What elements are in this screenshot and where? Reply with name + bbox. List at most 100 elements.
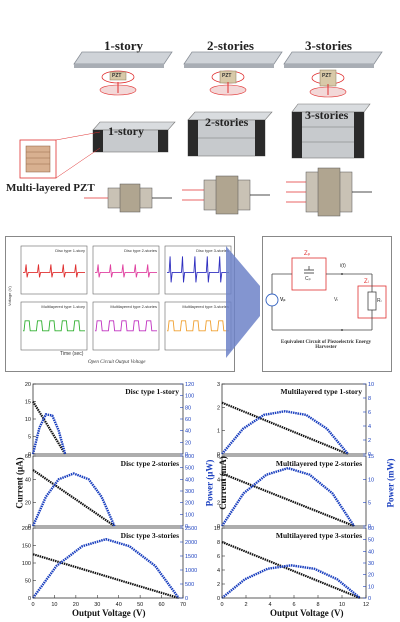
y-tick-label: 4 (217, 477, 220, 483)
chart-title: Disc type 3-stories (121, 531, 179, 540)
y-tick-label: 2 (217, 582, 220, 588)
y2-tick-label: 600 (185, 454, 194, 460)
y-tick-label: 8 (217, 540, 220, 546)
y2-tick-label: 500 (185, 466, 194, 472)
waveform-legend: Multilayered type 2-stories (110, 304, 157, 309)
circuit-zl: Zₗ (364, 279, 369, 285)
waveform-legend: Multilayered type 3-stories (182, 304, 229, 309)
y-tick-label: 0 (28, 524, 31, 530)
current-series (221, 540, 361, 600)
waveform-trace (23, 264, 85, 278)
y2-tick-label: 6 (368, 410, 371, 416)
waveform-trace (23, 320, 85, 332)
x-tick-label: 2 (244, 602, 247, 608)
y2-tick-label: 100 (185, 394, 194, 400)
y-tick-label: 40 (25, 477, 31, 483)
waveform-legend: Disc type 2-stories (124, 248, 157, 253)
y-tick-label: 5 (28, 435, 31, 441)
power-series (220, 466, 356, 527)
y-tick-label: 0 (217, 596, 220, 602)
y-tick-label: 0 (28, 596, 31, 602)
y2-tick-label: 1000 (185, 568, 197, 574)
y2-tick-label: 300 (185, 489, 194, 495)
x-tick-label: 6 (292, 602, 295, 608)
waveform-legend: Multilayered type 1-story (41, 304, 85, 309)
pzt-label-1: PZT (112, 73, 122, 79)
pzt-stack-3 (286, 167, 372, 217)
y-tick-label: 6 (217, 454, 220, 460)
y2-tick-label: 2000 (185, 540, 197, 546)
current-series (32, 469, 116, 527)
y2-tick-label: 400 (185, 477, 194, 483)
chart-panel (221, 527, 367, 599)
y2-tick-label: 20 (185, 440, 191, 446)
pzt-stack-2 (182, 175, 270, 215)
plate-1-story (73, 51, 173, 96)
y-tick-label: 200 (22, 526, 31, 532)
building-1-story (92, 121, 176, 153)
pzt-label-2: PZT (222, 73, 232, 79)
arrow-icon (226, 246, 260, 358)
waveform-grid: Disc type 1-story Disc type 2-stories Disc… (7, 245, 232, 351)
waveform-panel (20, 301, 88, 351)
power-series (221, 564, 361, 599)
y2-tick-label: 80 (185, 405, 191, 411)
x-tick-label: 60 (159, 602, 165, 608)
y2-tick-label: 0 (185, 452, 188, 458)
chart-title: Disc type 2-stories (121, 459, 179, 468)
building-label-3: 3-stories (305, 108, 349, 122)
x-tick-label: 10 (339, 602, 345, 608)
y2-tick-label: 0 (185, 596, 188, 602)
x-tick-label: 4 (268, 602, 271, 608)
current-series (32, 400, 67, 455)
y2-tick-label: 10 (368, 382, 374, 388)
waveform-trace (167, 320, 229, 332)
circuit-vp: Vₚ (280, 297, 286, 303)
y2-tick-label: 10 (368, 477, 374, 483)
waveform-caption: Open Circuit Output Voltage (88, 360, 146, 365)
y-tick-label: 0 (217, 452, 220, 458)
y-tick-label: 20 (25, 501, 31, 507)
pzt-stack-1 (84, 183, 172, 213)
right-y2label: Power (mW) (385, 458, 396, 508)
building-label-2: 2-stories (205, 115, 249, 129)
chart-title: Multilayered type 3-stories (276, 531, 362, 540)
y2-tick-label: 60 (185, 417, 191, 423)
right-ylabel: Current (mA) (217, 456, 228, 510)
chart-title: Multilayered type 1-story (280, 387, 362, 396)
y-tick-label: 4 (217, 568, 220, 574)
multilayer-zoom (19, 131, 101, 179)
y-tick-label: 10 (25, 417, 31, 423)
circuit-diagram (265, 257, 387, 331)
y2-tick-label: 0 (368, 452, 371, 458)
chart-panel (32, 455, 184, 527)
y2-tick-label: 15 (368, 454, 374, 460)
plate-label-3: 3-stories (305, 38, 352, 53)
y2-tick-label: 1500 (185, 554, 197, 560)
waveform-xlabel: Time (sec) (60, 351, 84, 357)
circuit-zp: Zₚ (304, 251, 311, 257)
power-series (32, 538, 180, 599)
current-series (221, 472, 355, 528)
y-tick-label: 20 (25, 382, 31, 388)
y-tick-label: 100 (22, 561, 31, 567)
current-series (221, 401, 349, 456)
waveform-legend: Disc type 1-story (55, 248, 85, 253)
x-tick-label: 0 (31, 602, 34, 608)
plate-3-stories (283, 51, 383, 98)
building-2-stories (187, 111, 273, 157)
y-tick-label: 50 (25, 579, 31, 585)
plate-label-2: 2-stories (207, 38, 254, 53)
y2-tick-label: 20 (368, 573, 374, 579)
current-series (32, 553, 180, 600)
circuit-cp: Cₚ (305, 276, 311, 282)
chart-panel (32, 383, 184, 455)
y-tick-label: 0 (28, 452, 31, 458)
waveform-ylabel: Voltage (V) (7, 286, 12, 306)
y-tick-label: 1 (217, 429, 220, 435)
circuit-rl: Rₗ (377, 298, 382, 304)
y-tick-label: 2 (217, 405, 220, 411)
y2-tick-label: 2 (368, 438, 371, 444)
y2-tick-label: 60 (368, 526, 374, 532)
